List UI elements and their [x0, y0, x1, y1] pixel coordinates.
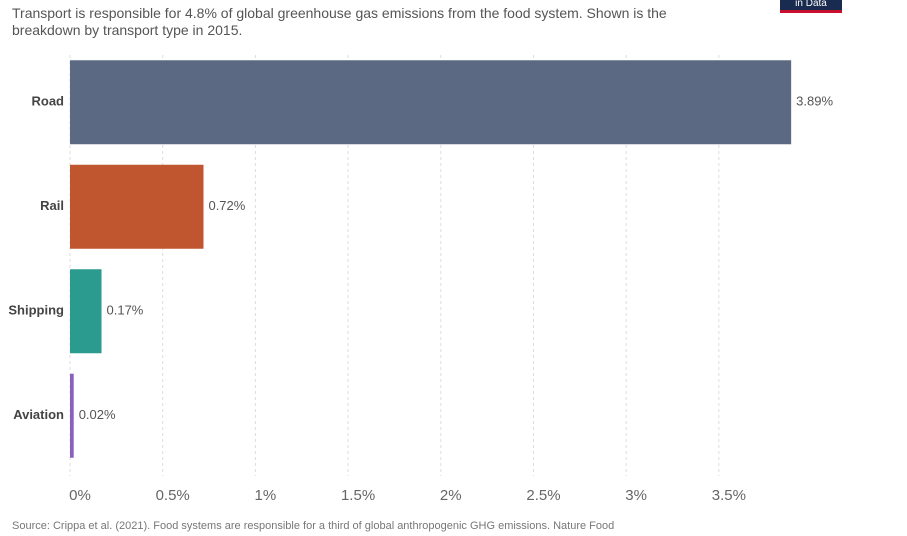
x-tick-label: 2.5%: [526, 487, 560, 504]
x-tick-label: 0.5%: [156, 487, 190, 504]
x-tick-label: 3%: [625, 487, 647, 504]
y-tick-label: Shipping: [8, 303, 64, 318]
x-tick-label: 1%: [255, 487, 277, 504]
value-label: 0.02%: [79, 407, 116, 422]
x-tick-label: 3.5%: [712, 487, 746, 504]
subtitle: Transport is responsible for 4.8% of glo…: [12, 5, 667, 38]
bar: [70, 60, 792, 145]
chart: 0% 0.5% 1% 1.5% 2% 2.5% 3% 3.5% Road 3.89% Rail 0.7…: [8, 55, 833, 504]
x-tick-label: 0%: [69, 487, 91, 504]
y-tick-label: Aviation: [13, 407, 64, 422]
x-tick-label: 1.5%: [341, 487, 375, 504]
bar: [70, 269, 102, 354]
value-label: 0.17%: [107, 303, 144, 318]
bar: [70, 164, 204, 249]
logo: in Data: [780, 0, 842, 13]
source: Source: Crippa et al. (2021). Food syste…: [12, 520, 615, 532]
y-tick-label: Rail: [40, 198, 64, 213]
value-label: 3.89%: [796, 94, 833, 109]
x-tick-label: 2%: [440, 487, 462, 504]
y-tick-label: Road: [32, 94, 65, 109]
value-label: 0.72%: [208, 198, 245, 213]
bar: [70, 373, 74, 458]
